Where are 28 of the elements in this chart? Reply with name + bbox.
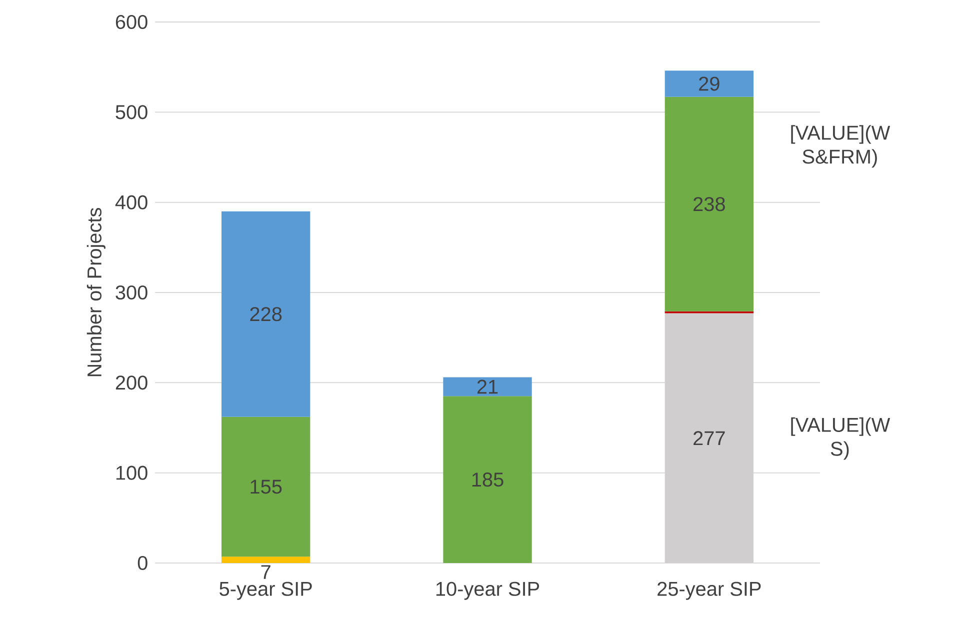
data-label: 228 [250,307,282,322]
data-label: 21 [477,380,498,394]
data-label: 155 [250,480,282,494]
y-tick-label: 300 [116,285,148,300]
y-tick-label: 600 [116,14,148,30]
annotation: [VALUE](W S) [791,417,890,460]
x-tick-label: 25-year SIP [658,582,761,600]
data-label: 29 [699,76,720,91]
bar [664,96,754,312]
bar [222,211,310,417]
x-tick-label: 5-year SIP [220,582,312,600]
y-tick-label: 100 [116,466,148,480]
y-tick-label: 400 [115,195,148,210]
bar [222,556,310,563]
annotation: [VALUE](W S&FRM) [791,125,890,168]
y-tick-label: 0 [138,556,148,570]
data-label: 185 [472,472,504,487]
y-tick-label: 500 [116,105,148,120]
data-label: 7 [261,565,270,579]
bar [443,396,532,563]
x-tick-label: 10-year SIP [436,582,540,600]
data-label: 238 [694,197,725,212]
bar [443,377,532,396]
bar [664,70,754,97]
y-tick-label: 200 [116,376,148,390]
bar [222,416,310,557]
y-axis-title: Number of Projects [86,208,106,376]
data-label: 277 [694,431,725,446]
